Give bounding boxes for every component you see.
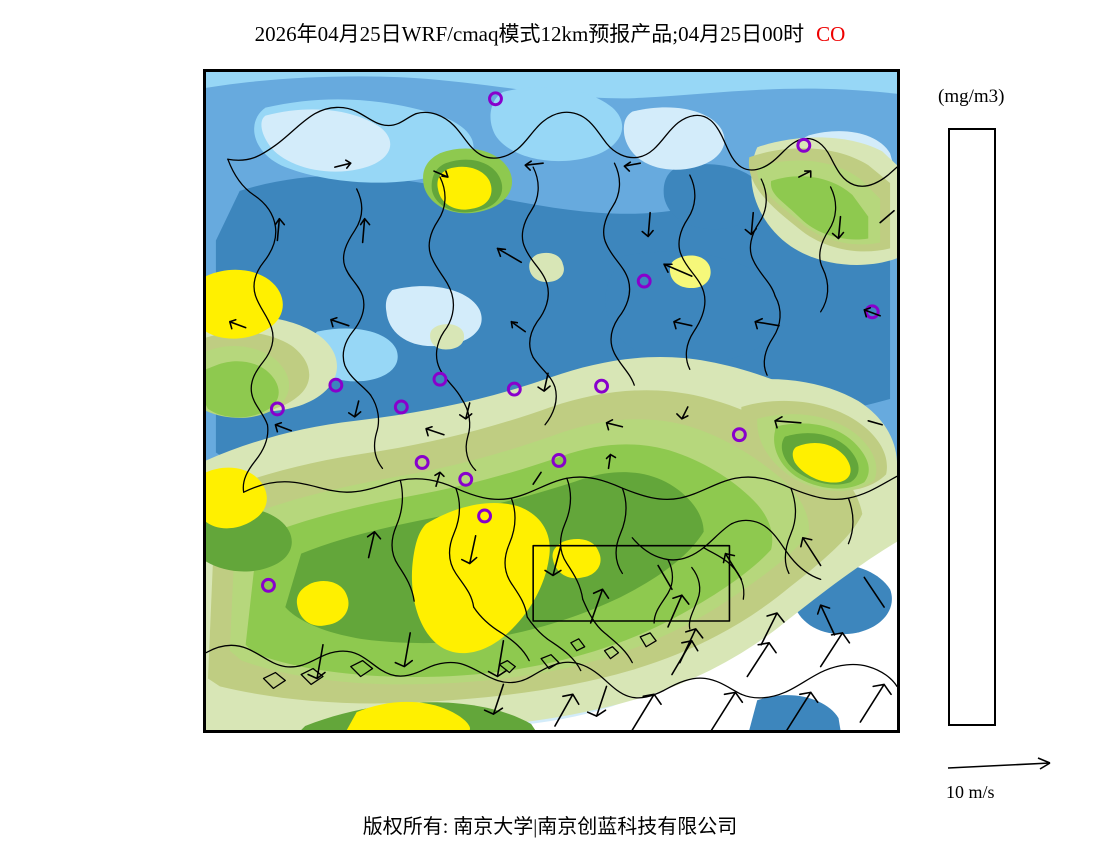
wind-scale-arrow bbox=[946, 752, 1066, 776]
colorbar[interactable] bbox=[948, 128, 996, 726]
colorbar-units-label: (mg/m3) bbox=[938, 86, 1005, 107]
page-title: 2026年04月25日WRF/cmaq模式12km预报产品;04月25日00时 C… bbox=[0, 18, 1100, 48]
wind-scale-label: 10 m/s bbox=[946, 782, 995, 802]
map-plot-area[interactable] bbox=[203, 69, 900, 733]
title-main-text: 2026年04月25日WRF/cmaq模式12km预报产品;04月25日00时 bbox=[254, 22, 805, 46]
title-species-label: CO bbox=[816, 22, 846, 46]
copyright-footer: 版权所有: 南京大学|南京创蓝科技有限公司 bbox=[362, 816, 738, 838]
contour-map-canvas bbox=[206, 72, 897, 730]
